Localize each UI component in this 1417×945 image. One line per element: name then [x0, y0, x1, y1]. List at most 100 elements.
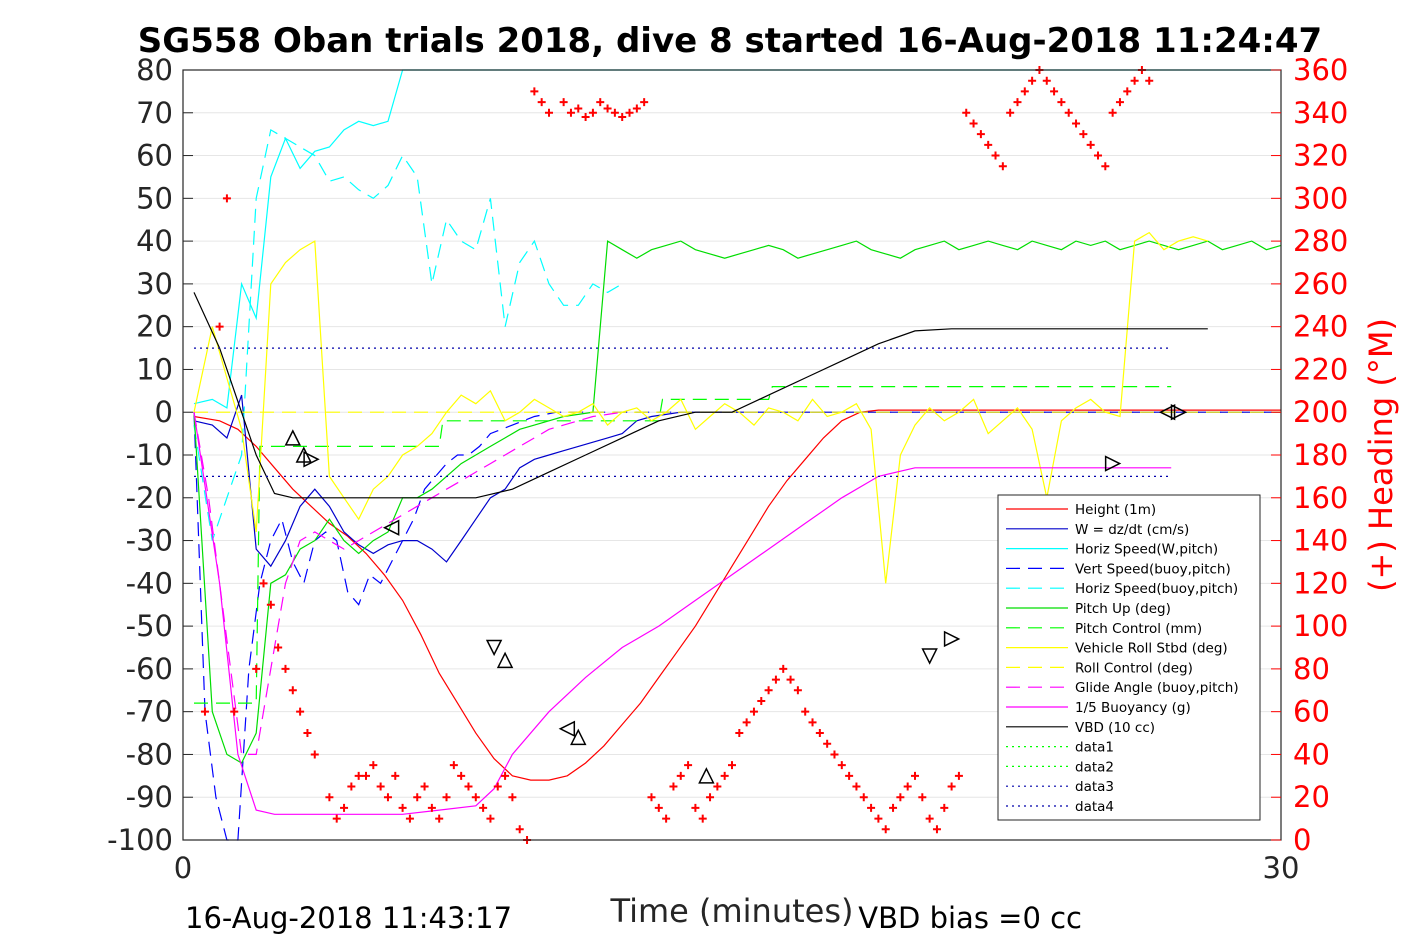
heading-point	[515, 825, 524, 834]
heading-point	[691, 803, 700, 812]
series-line-6	[194, 386, 1172, 704]
heading-point	[771, 675, 780, 684]
heading-point	[1072, 119, 1081, 128]
heading-point	[274, 643, 283, 652]
marker-triangle-left	[382, 519, 400, 536]
heading-point	[632, 104, 641, 113]
heading-point	[1020, 87, 1029, 96]
right-tick-label: 360	[1293, 53, 1348, 87]
marker-triangle-left	[1158, 404, 1176, 421]
right-tick-label: 60	[1293, 695, 1330, 729]
left-tick-label: -80	[126, 737, 173, 771]
legend-label: data2	[1075, 759, 1114, 775]
legend-label: Glide Angle (buoy,pitch)	[1075, 680, 1239, 696]
heading-point	[464, 782, 473, 791]
heading-point	[610, 108, 619, 117]
heading-point	[903, 782, 912, 791]
marker-triangle-up	[570, 728, 587, 746]
heading-point	[266, 600, 275, 609]
heading-point	[310, 750, 319, 759]
heading-point	[486, 814, 495, 823]
heading-point	[259, 579, 268, 588]
marker-triangle-up	[698, 767, 715, 784]
legend-label: Pitch Up (deg)	[1075, 601, 1171, 617]
heading-point	[932, 825, 941, 834]
heading-point	[493, 782, 502, 791]
heading-point	[288, 686, 297, 695]
heading-point	[603, 104, 612, 113]
heading-point	[720, 771, 729, 780]
legend: Height (1m) W = dz/dt (cm/s) Horiz Speed(W…	[997, 494, 1261, 821]
series-line-0	[193, 409, 1281, 781]
heading-point	[764, 686, 773, 695]
left-tick-label: -70	[126, 695, 173, 729]
heading-point	[581, 113, 590, 122]
heading-point	[940, 803, 949, 812]
heading-point	[1050, 87, 1059, 96]
heading-point	[347, 782, 356, 791]
heading-point	[954, 771, 963, 780]
heading-point	[837, 761, 846, 770]
heading-point	[735, 729, 744, 738]
right-axis-label: (+) Heading (°M)	[1362, 318, 1400, 592]
x-tick-label: 0	[174, 851, 192, 885]
heading-point	[859, 793, 868, 802]
marker-triangle-down	[485, 639, 503, 657]
heading-point	[896, 793, 905, 802]
heading-point	[881, 825, 890, 834]
left-tick-label: 30	[136, 267, 173, 301]
heading-point	[669, 782, 678, 791]
left-tick-label: 40	[136, 224, 173, 258]
heading-point	[1101, 162, 1110, 171]
marker-triangle-right	[303, 451, 320, 468]
heading-point	[383, 793, 392, 802]
heading-point	[1064, 108, 1073, 117]
heading-point	[984, 140, 993, 149]
heading-point	[1086, 140, 1095, 149]
heading-point	[537, 98, 546, 107]
left-tick-label: 20	[136, 310, 173, 344]
heading-point	[435, 814, 444, 823]
left-tick-label: 10	[136, 352, 173, 386]
left-tick-label: -90	[126, 780, 173, 814]
heading-point	[786, 675, 795, 684]
heading-point	[1013, 98, 1022, 107]
marker-triangle-right	[1104, 455, 1122, 472]
heading-point	[925, 814, 934, 823]
heading-point	[332, 814, 341, 823]
series-layer	[193, 69, 1282, 841]
heading-point	[303, 729, 312, 738]
legend-label: Roll Control (deg)	[1075, 660, 1193, 676]
heading-point	[911, 771, 919, 780]
right-tick-label: 140	[1293, 524, 1348, 558]
heading-point	[588, 108, 597, 117]
legend-label: data3	[1075, 779, 1114, 795]
heading-point	[830, 750, 839, 759]
heading-point	[845, 771, 854, 780]
right-axis: 3603403203002802602402202001801601401201…	[1271, 53, 1348, 857]
series-line-10	[193, 412, 1172, 815]
heading-point	[222, 194, 231, 203]
marker-triangle-right	[1170, 404, 1188, 421]
right-tick-label: 40	[1293, 737, 1330, 771]
heading-point	[362, 771, 370, 780]
heading-point	[1042, 76, 1051, 85]
heading-point	[698, 814, 707, 823]
right-tick-label: 320	[1293, 139, 1348, 173]
heading-point	[947, 782, 956, 791]
heading-point	[728, 761, 736, 770]
heading-point	[508, 793, 517, 802]
heading-point	[647, 793, 656, 802]
left-tick-label: 70	[136, 96, 173, 130]
heading-point	[442, 793, 451, 802]
heading-point	[1079, 130, 1088, 139]
heading-point	[545, 108, 553, 117]
heading-point	[713, 782, 722, 791]
legend-label: 1/5 Buoyancy (g)	[1075, 700, 1191, 716]
heading-point	[874, 814, 883, 823]
series-line-5	[193, 240, 1282, 764]
legend-label: Pitch Control (mm)	[1075, 621, 1202, 637]
heading-point	[325, 793, 334, 802]
heading-point	[1028, 76, 1037, 85]
